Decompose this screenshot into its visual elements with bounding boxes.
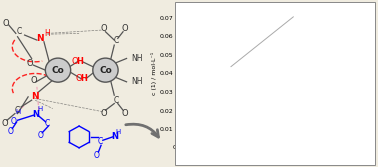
Text: N: N [112,132,119,141]
Text: O: O [101,109,107,118]
Text: C: C [45,119,50,128]
Text: H: H [80,74,87,83]
Text: O: O [121,109,128,118]
Text: NH: NH [356,14,370,23]
Text: O: O [37,131,43,140]
Text: eq: eq [333,26,339,31]
Point [206,83,212,86]
Point [235,35,241,38]
Point [187,106,193,108]
Text: N: N [33,110,40,119]
X-axis label: ppm: ppm [327,151,341,156]
Text: O: O [72,57,78,66]
Text: H: H [38,106,43,112]
Text: 0.5: 0.5 [315,17,322,22]
Text: O: O [94,151,100,160]
Text: H: H [115,129,120,135]
Text: O: O [121,24,128,33]
Point [195,100,201,103]
Text: Co: Co [52,66,64,75]
Text: O: O [1,119,8,128]
Text: C: C [98,137,103,146]
Text: C: C [113,36,119,45]
Text: O: O [30,76,37,85]
Circle shape [93,58,118,82]
Text: N: N [37,34,44,43]
Point [289,16,295,19]
Text: H: H [15,109,20,115]
Text: H: H [45,29,50,38]
Point [261,26,267,28]
Text: O: O [101,24,107,33]
Text: eq: eq [324,26,330,31]
Text: O: O [11,117,17,126]
Circle shape [45,58,71,82]
FancyArrowPatch shape [126,124,158,137]
Point [180,126,186,129]
Text: O: O [3,19,9,28]
Point [210,76,216,78]
Point [227,61,233,64]
Text: C: C [17,27,22,36]
Text: N: N [31,92,39,101]
Point [220,68,226,71]
Text: Co: Co [99,66,112,75]
Text: NH: NH [131,54,143,63]
Text: H: H [76,57,84,66]
Text: 1: 1 [325,17,329,22]
Text: C: C [113,96,119,105]
Text: C: C [15,106,20,115]
Text: O: O [26,59,33,68]
Text: O: O [75,74,82,83]
X-axis label: c (carboxylic acid) / mol·L⁻¹: c (carboxylic acid) / mol·L⁻¹ [194,153,280,159]
Point [191,104,197,106]
Text: O: O [8,127,14,136]
Point [201,89,207,92]
Text: eq: eq [316,26,322,31]
Text: 1.5: 1.5 [332,17,339,22]
Text: 2: 2 [342,17,345,22]
Point [244,29,250,32]
Text: NH: NH [131,77,143,86]
Point [273,24,279,26]
Text: eq: eq [341,26,347,31]
Y-axis label: c (1) / mol·L⁻¹: c (1) / mol·L⁻¹ [151,52,157,95]
